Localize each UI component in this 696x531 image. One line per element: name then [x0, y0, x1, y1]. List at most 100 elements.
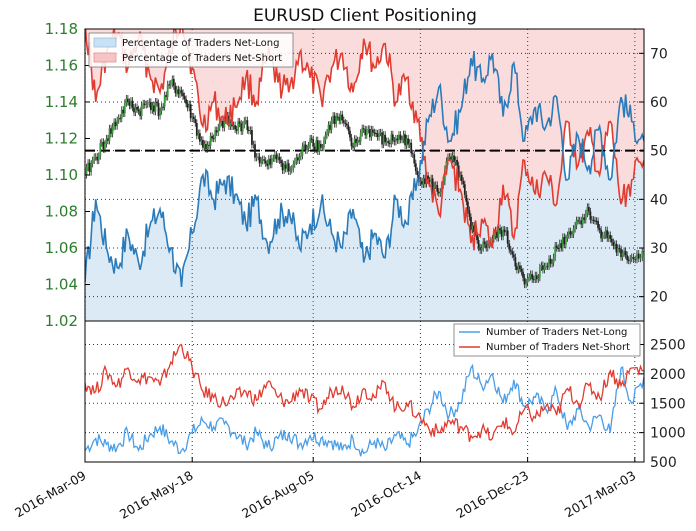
- candle-body: [313, 146, 316, 150]
- x-tick-label: 2016-Oct-14: [348, 468, 424, 520]
- candle-body: [385, 141, 388, 143]
- candle-body: [414, 163, 417, 172]
- candle-body: [561, 236, 564, 248]
- candle-body: [496, 230, 498, 238]
- candle-body: [122, 109, 125, 114]
- candle-body: [448, 156, 451, 158]
- candle-body: [329, 124, 331, 130]
- candle-body: [515, 266, 518, 270]
- candle-body: [182, 92, 184, 97]
- candle-body: [574, 225, 576, 229]
- candle-body: [327, 124, 330, 133]
- candle-body: [180, 90, 183, 93]
- net-long-percentage-line: [85, 51, 644, 287]
- candle-body: [128, 102, 131, 106]
- right-tick-label: 500: [650, 455, 677, 471]
- candle-body: [416, 171, 419, 175]
- candle-body: [402, 134, 405, 140]
- candle-body: [281, 163, 284, 171]
- candle-body: [545, 266, 547, 268]
- candle-body: [356, 140, 359, 144]
- candle-body: [120, 109, 123, 119]
- candle-body: [594, 220, 596, 222]
- candle-body: [197, 133, 200, 136]
- candle-body: [503, 229, 506, 233]
- candle-body: [309, 138, 312, 146]
- x-tick-label: 2016-May-18: [117, 468, 196, 522]
- candle-body: [332, 115, 335, 121]
- candle-body: [221, 121, 224, 128]
- candle-body: [171, 79, 174, 84]
- candle-body: [165, 95, 168, 97]
- candle-body: [408, 142, 411, 145]
- candle-body: [424, 178, 426, 185]
- candle-body: [160, 106, 163, 112]
- candle-body: [601, 235, 604, 239]
- candle-body: [108, 128, 111, 141]
- candle-body: [292, 164, 295, 169]
- candle-body: [614, 243, 616, 246]
- candle-body: [571, 234, 573, 236]
- candle-body: [133, 107, 135, 113]
- legend-label-count-long: Number of Traders Net-Long: [486, 327, 627, 338]
- candle-body: [140, 105, 143, 116]
- right-tick-label: 40: [650, 192, 668, 208]
- candle-body: [393, 140, 396, 142]
- candle-body: [477, 240, 480, 248]
- candle-body: [243, 120, 246, 125]
- top-legend: Percentage of Traders Net-Long Percentag…: [88, 32, 294, 68]
- right-tick-label: 20: [650, 290, 668, 306]
- candle-body: [365, 129, 368, 136]
- trader-count-lines: [85, 343, 644, 457]
- candle-body: [105, 138, 108, 144]
- candle-body: [422, 178, 425, 185]
- candle-body: [575, 220, 578, 226]
- candle-body: [125, 98, 128, 104]
- candle-body: [454, 160, 457, 163]
- candle-body: [203, 144, 206, 148]
- candle-body: [185, 99, 187, 104]
- candle-body: [104, 143, 106, 150]
- candle-body: [240, 123, 243, 132]
- candle-body: [126, 98, 129, 102]
- candle-body: [90, 163, 93, 173]
- candle-body: [186, 103, 189, 108]
- candle-body: [540, 265, 543, 268]
- candle-body: [456, 160, 459, 166]
- bottom-legend-box: [453, 323, 641, 357]
- candle-body: [396, 138, 399, 141]
- candle-body: [179, 90, 181, 95]
- candle-body: [604, 230, 607, 236]
- candle-body: [586, 206, 589, 214]
- candle-body: [632, 257, 635, 260]
- candle-body: [260, 160, 263, 164]
- candle-body: [364, 129, 367, 136]
- candle-body: [341, 114, 344, 121]
- candle-body: [433, 185, 436, 192]
- candle-body: [413, 154, 416, 164]
- candle-body: [99, 143, 102, 157]
- candle-body: [270, 158, 273, 165]
- candle-body: [211, 136, 214, 139]
- x-tick-label: 2016-Dec-23: [454, 468, 532, 521]
- candle-body: [404, 134, 406, 146]
- candle-body: [175, 89, 178, 94]
- candle-body: [198, 133, 201, 142]
- candle-body: [145, 104, 148, 106]
- candle-body: [192, 116, 195, 120]
- candle-body: [517, 265, 520, 270]
- candle-body: [372, 129, 374, 133]
- candle-body: [476, 232, 478, 241]
- x-tick-label: 2016-Mar-09: [12, 468, 88, 521]
- candle-body: [310, 138, 313, 140]
- candle-body: [336, 116, 339, 118]
- candle-body: [497, 228, 500, 238]
- candle-body: [208, 144, 210, 146]
- candle-body: [159, 111, 161, 117]
- candle-body: [153, 105, 155, 112]
- candle-body: [215, 130, 218, 133]
- candle-body: [352, 146, 354, 148]
- candle-body: [206, 144, 209, 149]
- candle-body: [569, 231, 572, 235]
- candle-body: [111, 126, 114, 134]
